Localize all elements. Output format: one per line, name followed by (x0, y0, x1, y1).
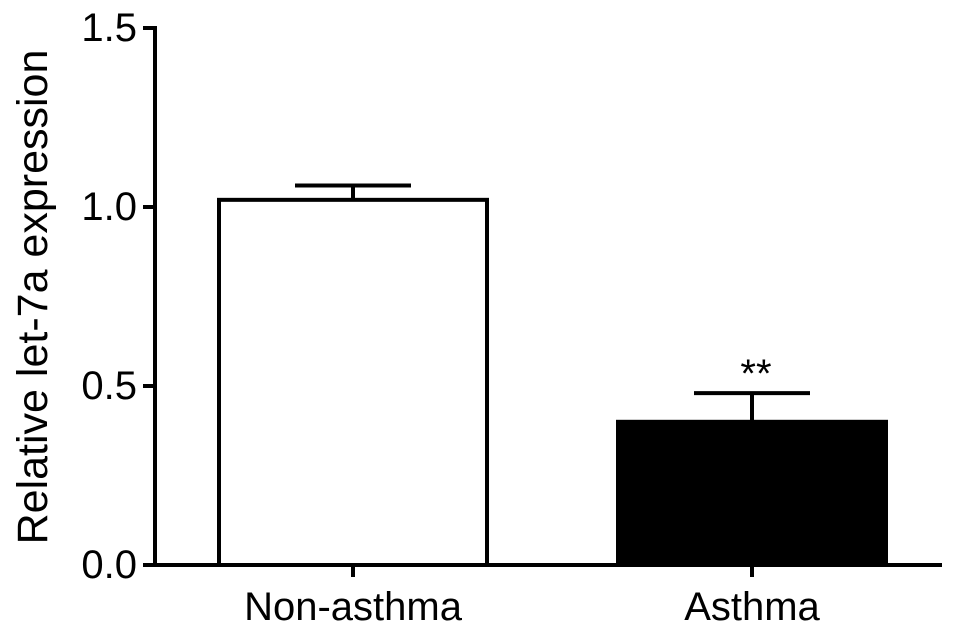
x-tick-label-non-asthma: Non-asthma (244, 585, 463, 629)
y-tick-label: 0.0 (81, 543, 137, 587)
y-tick-label: 1.5 (81, 6, 137, 50)
y-tick-label: 0.5 (81, 364, 137, 408)
bar-non-asthma (217, 197, 489, 567)
bar-asthma (616, 419, 888, 567)
y-tick-label: 1.0 (81, 185, 137, 229)
x-tick-label-asthma: Asthma (684, 585, 820, 629)
y-axis-label: Relative let-7a expression (9, 50, 57, 545)
chart-marks: Non-asthma Asthma ** 0.0 0.5 1.0 1.5 (81, 6, 942, 629)
significance-marker: ** (740, 352, 771, 396)
